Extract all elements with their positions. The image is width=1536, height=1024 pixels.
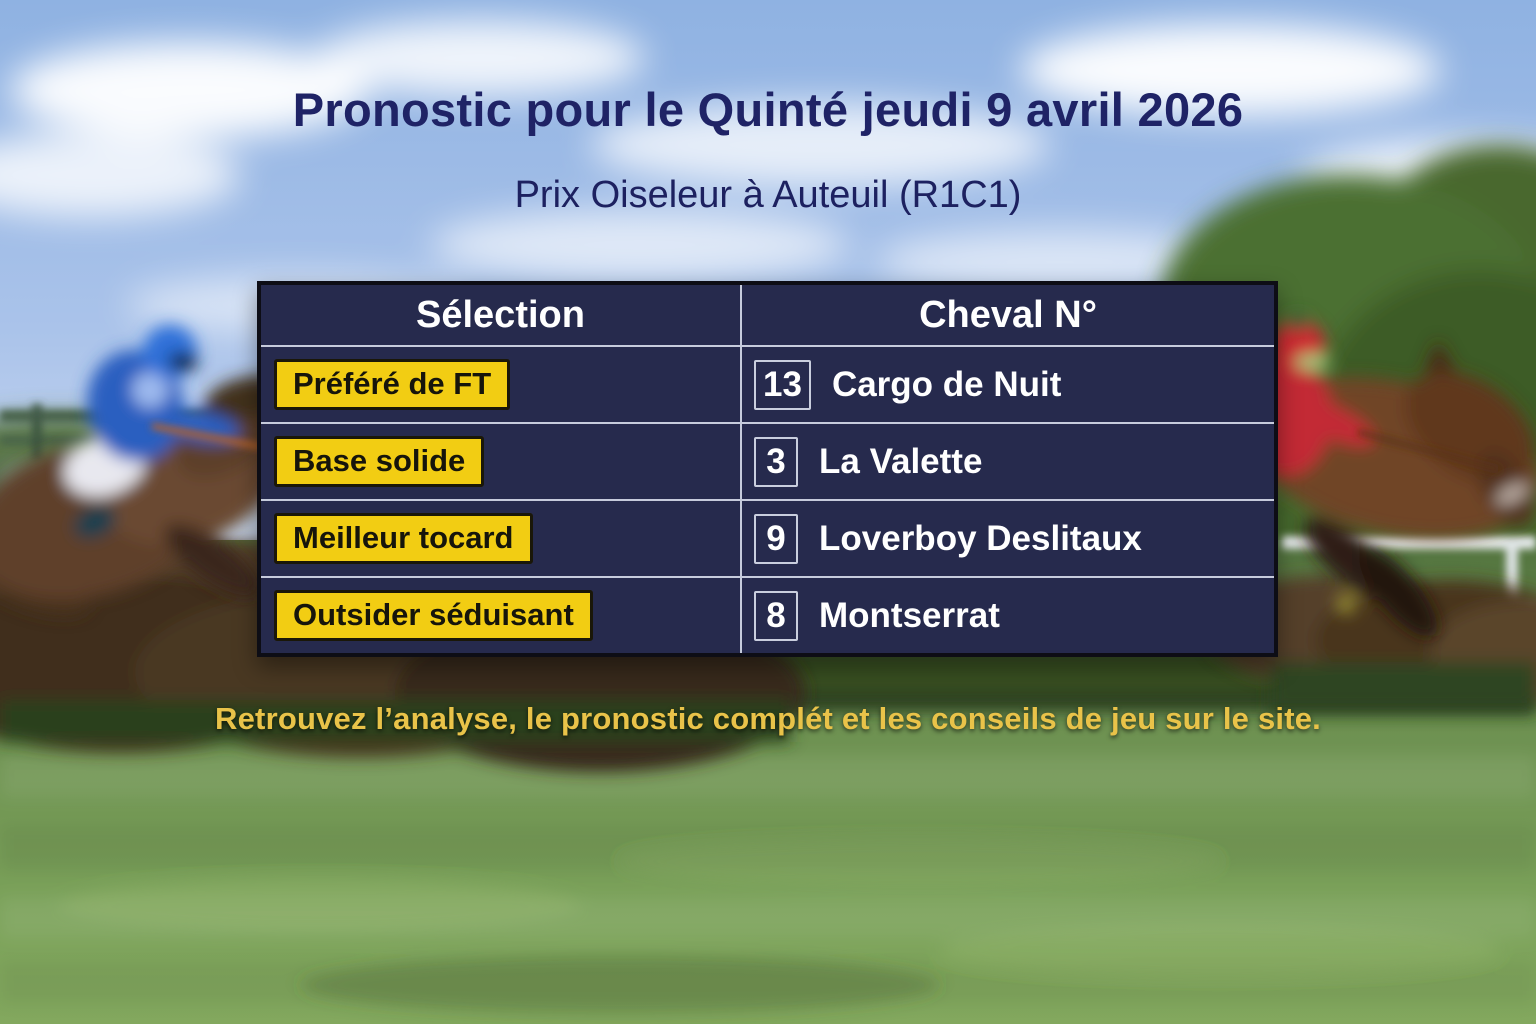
horse-cell: 13 Cargo de Nuit [740,347,1274,422]
selection-cell: Outsider séduisant [261,578,740,653]
selection-cell: Base solide [261,424,740,499]
horse-number: 8 [754,590,798,641]
table-row: Outsider séduisant 8 Montserrat [261,576,1274,653]
horse-name: Montserrat [819,595,1000,635]
selection-badge: Base solide [274,436,485,487]
table-row: Meilleur tocard 9 Loverboy Deslitaux [261,499,1274,576]
page-title: Pronostic pour le Quinté jeudi 9 avril 2… [292,83,1244,136]
reins [1357,429,1501,473]
selection-cell: Préféré de FT [261,347,740,422]
horse-name: La Valette [819,441,983,481]
horse-cell: 9 Loverboy Deslitaux [740,501,1274,576]
table-header: Sélection Cheval N° [261,285,1274,345]
table-row: Préféré de FT 13 Cargo de Nuit [261,345,1274,422]
horse-number: 3 [754,436,798,487]
horse-number: 9 [754,513,798,564]
selections-table: Sélection Cheval N° Préféré de FT 13 Car… [257,281,1278,657]
column-header-cheval: Cheval N° [740,285,1274,345]
race-subtitle: Prix Oiseleur à Auteuil (R1C1) [514,174,1022,216]
table-row: Base solide 3 La Valette [261,422,1274,499]
horse-name: Loverboy Deslitaux [819,518,1142,558]
horse-name: Cargo de Nuit [831,364,1062,404]
column-header-selection: Sélection [416,293,585,336]
horse-number: 13 [754,359,811,410]
promo-text: Retrouvez l’analyse, le pronostic complé… [215,701,1321,736]
horse-cell: 8 Montserrat [740,578,1274,653]
selection-badge: Outsider séduisant [274,590,593,641]
selection-cell: Meilleur tocard [261,501,740,576]
left-horse-jockey [0,325,292,616]
horse-cell: 3 La Valette [740,424,1274,499]
right-horse-jockey [1240,314,1536,637]
selection-badge: Meilleur tocard [274,513,533,564]
selection-badge: Préféré de FT [274,359,511,410]
whip [151,423,263,450]
